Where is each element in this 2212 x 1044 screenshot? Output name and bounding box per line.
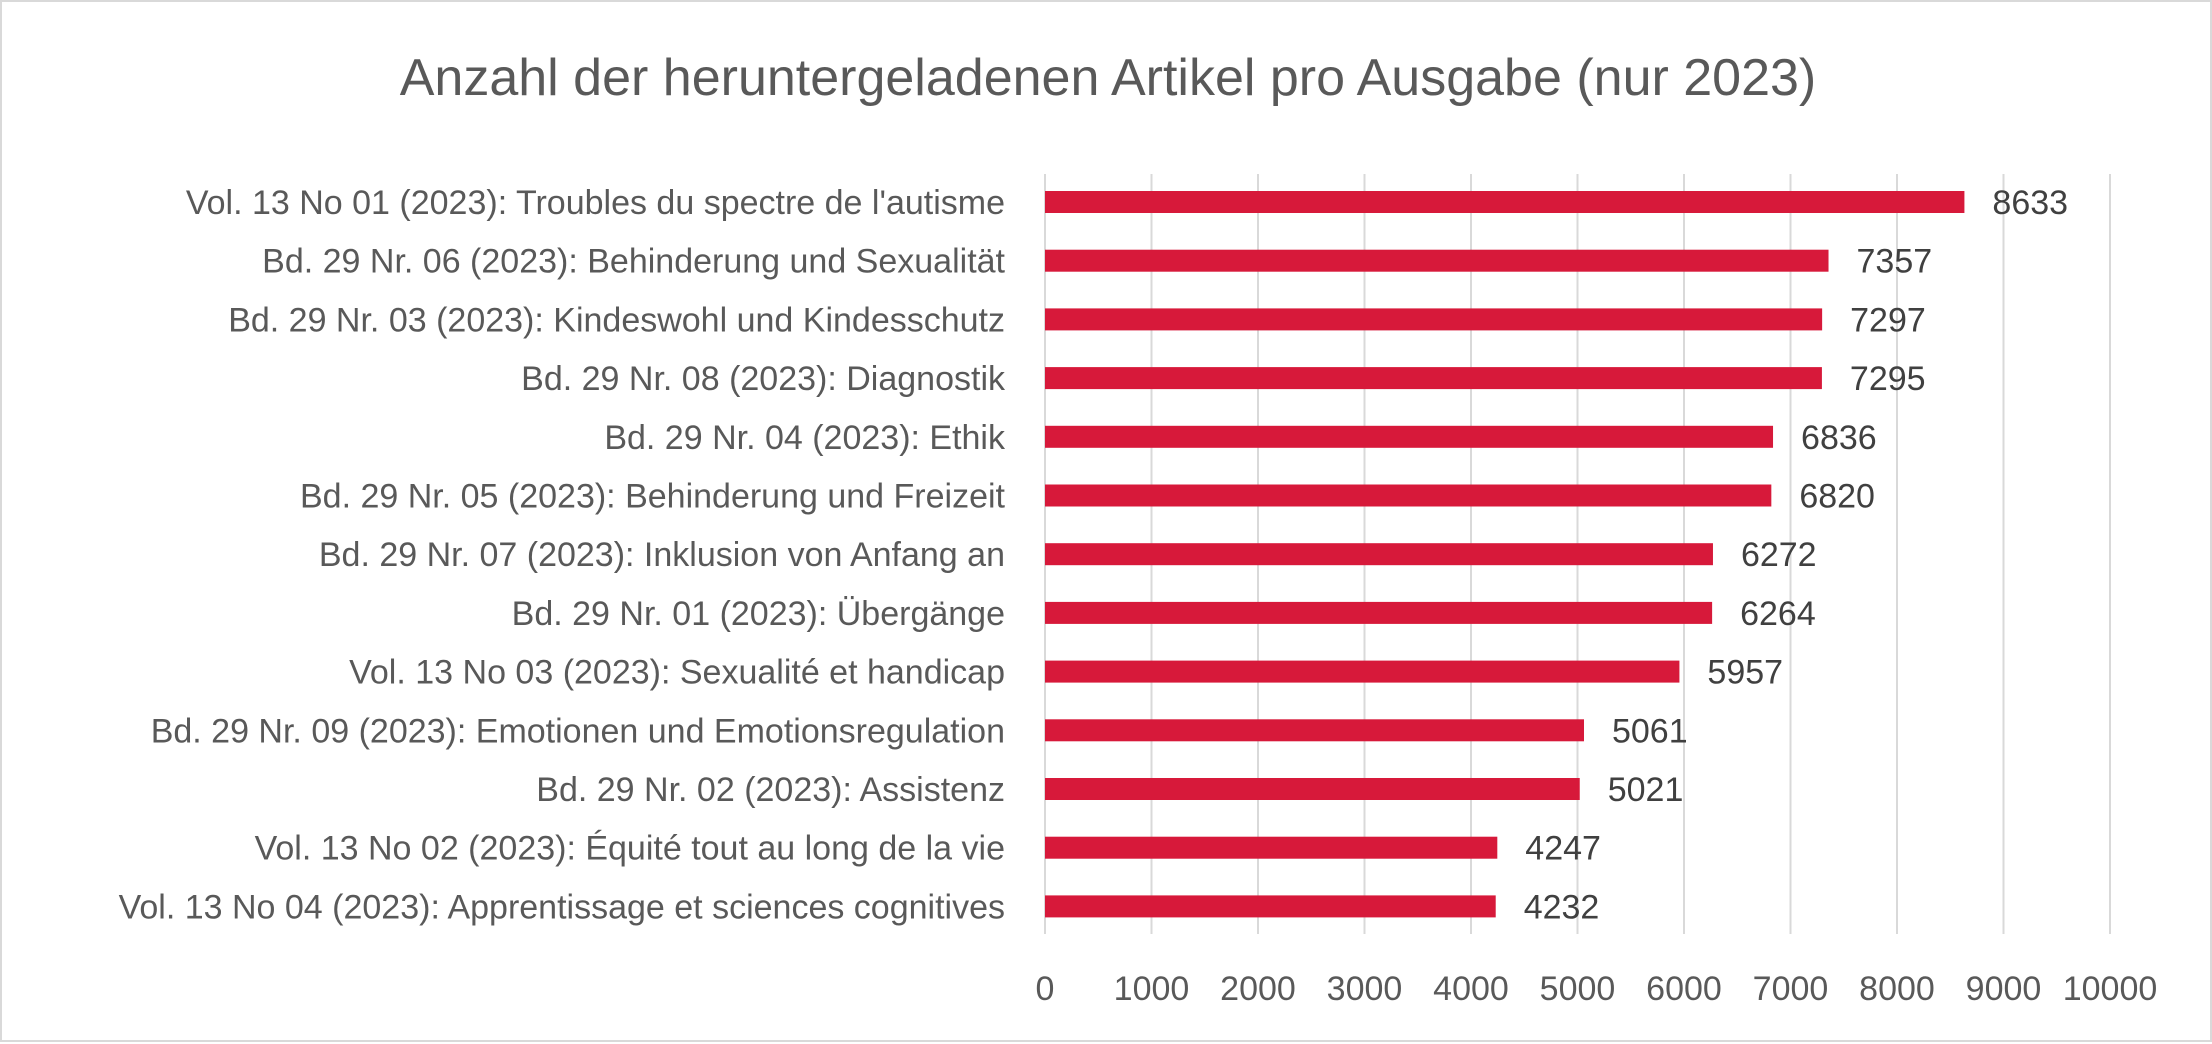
category-label-3: Bd. 29 Nr. 03 (2023): Kindeswohl und Kin…	[228, 301, 1005, 339]
category-label-12: Vol. 13 No 02 (2023): Équité tout au lon…	[255, 830, 1005, 868]
category-label-1: Vol. 13 No 01 (2023): Troubles du spectr…	[186, 184, 1005, 222]
category-label-9: Vol. 13 No 03 (2023): Sexualité et handi…	[349, 654, 1005, 692]
data-label-1: 8633	[1992, 184, 2068, 222]
data-label-12: 4247	[1525, 830, 1601, 868]
x-tick-label-1000: 1000	[1114, 970, 1190, 1008]
data-label-7: 6272	[1741, 536, 1817, 574]
bar-4	[1045, 367, 1822, 390]
category-label-6: Bd. 29 Nr. 05 (2023): Behinderung und Fr…	[300, 478, 1006, 516]
category-label-10: Bd. 29 Nr. 09 (2023): Emotionen und Emot…	[151, 712, 1005, 750]
x-tick-label-8000: 8000	[1859, 970, 1935, 1008]
x-tick-label-9000: 9000	[1966, 970, 2042, 1008]
x-tick-label-3000: 3000	[1327, 970, 1403, 1008]
bars	[1045, 191, 1965, 918]
bar-7	[1045, 543, 1713, 566]
bar-3	[1045, 308, 1823, 331]
bar-5	[1045, 425, 1774, 448]
bar-6	[1045, 484, 1772, 507]
bar-1	[1045, 191, 1965, 213]
bar-2	[1045, 249, 1829, 272]
category-label-7: Bd. 29 Nr. 07 (2023): Inklusion von Anfa…	[319, 536, 1005, 574]
data-label-2: 7357	[1857, 243, 1933, 281]
chart-title: Anzahl der heruntergeladenen Artikel pro…	[400, 49, 1817, 107]
x-tick-label-6000: 6000	[1646, 970, 1722, 1008]
data-label-5: 6836	[1801, 419, 1877, 457]
x-tick-label-0: 0	[1036, 970, 1055, 1008]
data-labels: 8633 7357 7297 7295 6836 6820 6272 6264 5957 5061…	[1524, 184, 2068, 926]
data-label-9: 5957	[1707, 654, 1783, 692]
data-label-8: 6264	[1740, 595, 1816, 633]
bar-8	[1045, 601, 1713, 624]
bar-10	[1045, 719, 1584, 742]
bar-11	[1045, 778, 1580, 800]
x-tick-label-2000: 2000	[1220, 970, 1296, 1008]
x-tick-label-4000: 4000	[1433, 970, 1509, 1008]
data-label-13: 4232	[1524, 888, 1600, 926]
data-label-4: 7295	[1850, 360, 1926, 398]
data-label-6: 6820	[1799, 478, 1875, 516]
category-label-8: Bd. 29 Nr. 01 (2023): Übergänge	[512, 595, 1005, 633]
data-label-10: 5061	[1612, 712, 1688, 750]
bar-12	[1045, 836, 1498, 859]
x-tick-label-10000: 10000	[2063, 970, 2158, 1008]
bar-9	[1045, 660, 1680, 683]
bar-13	[1045, 895, 1496, 918]
category-label-5: Bd. 29 Nr. 04 (2023): Ethik	[604, 419, 1006, 457]
category-label-2: Bd. 29 Nr. 06 (2023): Behinderung und Se…	[262, 243, 1005, 281]
x-tick-label-5000: 5000	[1540, 970, 1616, 1008]
data-label-3: 7297	[1850, 301, 1926, 339]
x-axis-tick-labels: 0 1000 2000 3000 4000 5000 6000 7000 8000 9000 100…	[1036, 970, 2158, 1008]
category-label-11: Bd. 29 Nr. 02 (2023): Assistenz	[536, 771, 1005, 809]
data-label-11: 5021	[1608, 771, 1684, 809]
category-labels: Vol. 13 No 01 (2023): Troubles du spectr…	[119, 184, 1006, 926]
category-label-13: Vol. 13 No 04 (2023): Apprentissage et s…	[119, 888, 1005, 926]
category-label-4: Bd. 29 Nr. 08 (2023): Diagnostik	[521, 360, 1006, 398]
x-tick-label-7000: 7000	[1753, 970, 1829, 1008]
